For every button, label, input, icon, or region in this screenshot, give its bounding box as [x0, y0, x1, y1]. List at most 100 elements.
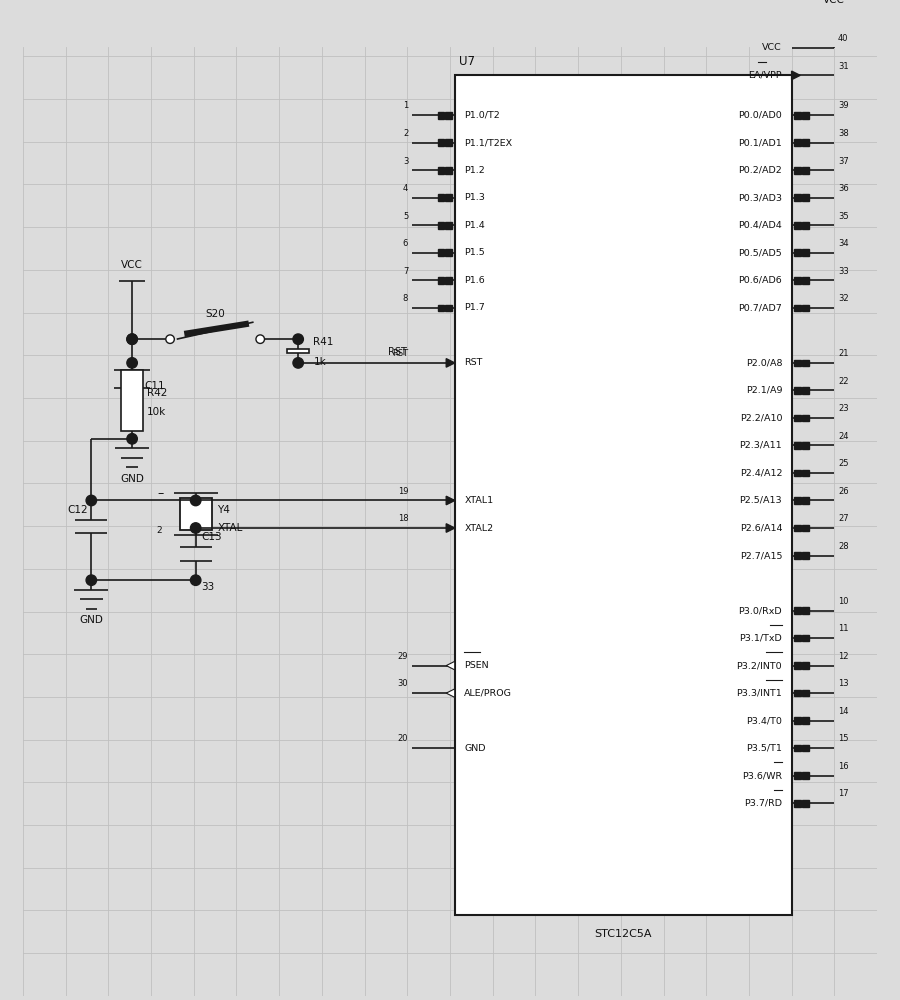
Circle shape	[166, 335, 175, 343]
Text: RST: RST	[392, 349, 409, 358]
Bar	[802, 194, 809, 201]
Bar	[437, 222, 445, 229]
Text: 23: 23	[838, 404, 849, 413]
Text: –: –	[158, 487, 164, 500]
Text: P0.1/AD1: P0.1/AD1	[738, 138, 782, 147]
Text: XTAL2: XTAL2	[464, 524, 493, 533]
Bar	[446, 194, 452, 201]
Text: 1k: 1k	[313, 357, 326, 367]
Text: 40: 40	[838, 34, 849, 43]
Text: 11: 11	[838, 624, 849, 633]
Bar	[437, 277, 445, 284]
Text: P2.3/A11: P2.3/A11	[740, 441, 782, 450]
Polygon shape	[446, 359, 454, 367]
Text: P2.2/A10: P2.2/A10	[740, 413, 782, 422]
Circle shape	[127, 334, 138, 344]
Text: GND: GND	[464, 744, 486, 753]
Bar	[287, 349, 309, 353]
Text: 37: 37	[838, 157, 849, 166]
Bar	[802, 745, 809, 751]
Bar	[795, 552, 801, 559]
Bar	[437, 167, 445, 174]
Circle shape	[256, 335, 265, 343]
Text: 32: 32	[838, 294, 849, 303]
Text: GND: GND	[121, 474, 144, 484]
Text: P2.7/A15: P2.7/A15	[740, 551, 782, 560]
Bar	[795, 690, 801, 696]
Text: 34: 34	[838, 239, 849, 248]
Text: STC12C5A: STC12C5A	[594, 929, 652, 939]
Bar	[795, 277, 801, 284]
Text: P2.6/A14: P2.6/A14	[740, 524, 782, 533]
Text: 7: 7	[403, 267, 409, 276]
Circle shape	[191, 523, 201, 533]
Bar	[802, 800, 809, 807]
Bar	[437, 194, 445, 201]
Text: 16: 16	[838, 762, 849, 771]
Text: 33: 33	[202, 582, 214, 592]
Text: P0.7/AD7: P0.7/AD7	[738, 303, 782, 312]
Polygon shape	[792, 71, 800, 80]
Text: P1.6: P1.6	[464, 276, 485, 285]
Bar	[802, 662, 809, 669]
Bar	[446, 139, 452, 146]
Bar	[437, 305, 445, 311]
Bar	[802, 470, 809, 476]
Bar	[795, 607, 801, 614]
Bar	[437, 139, 445, 146]
Bar	[802, 552, 809, 559]
Bar	[795, 662, 801, 669]
Text: 13: 13	[838, 679, 849, 688]
Circle shape	[86, 575, 96, 585]
Text: P3.3/INT1: P3.3/INT1	[736, 689, 782, 698]
Text: 28: 28	[838, 542, 849, 551]
Text: 2: 2	[403, 129, 409, 138]
Text: C12: C12	[67, 505, 87, 515]
Bar	[795, 800, 801, 807]
Text: 18: 18	[398, 514, 409, 523]
Circle shape	[191, 575, 201, 585]
Text: R41: R41	[313, 337, 334, 347]
Text: 30: 30	[398, 679, 409, 688]
Circle shape	[86, 495, 96, 506]
Bar	[802, 607, 809, 614]
Text: ALE/PROG: ALE/PROG	[464, 689, 512, 698]
Text: 31: 31	[838, 62, 849, 71]
Text: P0.5/AD5: P0.5/AD5	[738, 248, 782, 257]
Text: P0.4/AD4: P0.4/AD4	[738, 221, 782, 230]
Text: S20: S20	[205, 309, 225, 319]
Bar	[180, 498, 211, 530]
Bar	[437, 112, 445, 119]
Polygon shape	[446, 689, 454, 697]
Text: P1.3: P1.3	[464, 193, 485, 202]
Bar	[802, 249, 809, 256]
Bar	[802, 717, 809, 724]
Text: C13: C13	[202, 532, 222, 542]
Bar	[795, 470, 801, 476]
Bar	[446, 167, 452, 174]
Text: 36: 36	[838, 184, 849, 193]
Text: 33: 33	[838, 267, 849, 276]
Bar	[802, 497, 809, 504]
Bar	[802, 772, 809, 779]
Bar	[795, 635, 801, 641]
Text: 24: 24	[838, 432, 849, 441]
Bar	[446, 277, 452, 284]
Text: P2.5/A13: P2.5/A13	[740, 496, 782, 505]
Bar	[802, 415, 809, 421]
Text: Y4: Y4	[218, 505, 230, 515]
Text: P0.0/AD0: P0.0/AD0	[738, 111, 782, 120]
Bar	[446, 305, 452, 311]
Text: P3.2/INT0: P3.2/INT0	[736, 661, 782, 670]
Text: P1.4: P1.4	[464, 221, 485, 230]
Text: 3: 3	[403, 157, 409, 166]
Bar	[802, 112, 809, 119]
Bar	[795, 415, 801, 421]
Text: 4: 4	[403, 184, 409, 193]
Bar	[802, 360, 809, 366]
Bar	[795, 194, 801, 201]
Circle shape	[293, 334, 303, 344]
Text: P2.4/A12: P2.4/A12	[740, 468, 782, 477]
Bar	[795, 387, 801, 394]
Text: EA/VPP: EA/VPP	[749, 71, 782, 80]
